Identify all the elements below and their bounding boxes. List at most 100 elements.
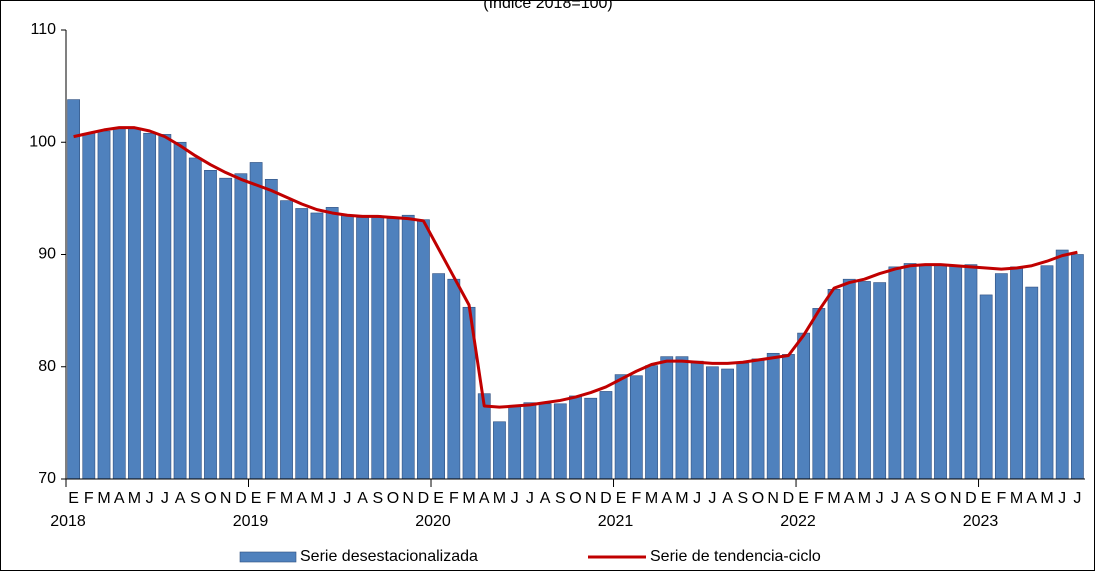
bar <box>873 282 887 480</box>
bar <box>295 208 309 480</box>
bar <box>310 212 324 480</box>
bar <box>82 132 96 480</box>
bar <box>797 332 811 480</box>
x-tick-label: A <box>479 490 490 507</box>
bar <box>660 356 674 480</box>
bar <box>188 157 202 480</box>
x-tick-label: F <box>84 490 94 507</box>
bar <box>401 214 415 480</box>
x-tick-label: E <box>68 490 79 507</box>
bar <box>523 402 537 480</box>
x-tick-label: F <box>814 490 824 507</box>
bar <box>1055 249 1069 480</box>
bar <box>249 162 263 480</box>
x-tick-label: M <box>97 490 110 507</box>
x-tick-label: F <box>996 490 1006 507</box>
bar <box>766 352 780 480</box>
x-tick-label: M <box>280 490 293 507</box>
bar <box>356 217 369 480</box>
x-tick-label: O <box>569 490 581 507</box>
bar <box>614 374 628 480</box>
bar <box>903 263 917 480</box>
bar <box>219 177 233 480</box>
x-tick-label: A <box>844 490 855 507</box>
bar <box>538 403 552 480</box>
x-tick-label: A <box>540 490 551 507</box>
y-tick-label: 100 <box>29 133 56 150</box>
x-tick-label: O <box>934 490 946 507</box>
x-tick-label: J <box>876 490 884 507</box>
year-label: 2019 <box>233 513 269 530</box>
legend-label: Serie desestacionalizada <box>300 548 478 565</box>
bar <box>417 219 430 480</box>
bar <box>645 365 658 480</box>
bar <box>371 217 385 480</box>
bar <box>1040 265 1054 480</box>
bar <box>949 265 963 480</box>
x-tick-label: A <box>661 490 672 507</box>
x-tick-label: N <box>950 490 962 507</box>
x-tick-label: M <box>645 490 658 507</box>
bar <box>705 366 719 480</box>
bar <box>842 278 856 480</box>
x-tick-label: J <box>693 490 701 507</box>
x-tick-label: O <box>387 490 399 507</box>
bar <box>827 288 841 480</box>
x-tick-label: D <box>965 490 977 507</box>
y-tick-label: 80 <box>38 358 56 375</box>
bar <box>143 132 157 480</box>
x-tick-label: M <box>128 490 141 507</box>
x-tick-label: N <box>585 490 597 507</box>
bar <box>599 391 613 480</box>
x-tick-label: D <box>600 490 612 507</box>
y-tick-label: 70 <box>38 470 56 487</box>
bar <box>964 264 978 480</box>
x-tick-label: O <box>752 490 764 507</box>
bar <box>325 207 339 480</box>
bar <box>721 368 734 480</box>
x-tick-label: M <box>675 490 688 507</box>
bar <box>508 405 522 480</box>
bar <box>888 266 902 480</box>
x-tick-label: S <box>737 490 748 507</box>
bar <box>173 141 187 480</box>
bar <box>782 354 795 480</box>
x-tick-label: M <box>310 490 323 507</box>
bar <box>858 281 871 480</box>
x-tick-label: J <box>161 490 169 507</box>
bar <box>553 403 567 480</box>
bar <box>979 294 993 480</box>
x-tick-label: D <box>783 490 795 507</box>
bar <box>569 395 582 480</box>
x-tick-label: S <box>190 490 201 507</box>
bar <box>629 375 643 480</box>
bar <box>1010 266 1023 480</box>
bar <box>234 173 248 480</box>
x-tick-label: J <box>891 490 899 507</box>
year-label: 2023 <box>963 513 999 530</box>
year-label: 2021 <box>598 513 634 530</box>
x-tick-label: N <box>402 490 414 507</box>
bar <box>1025 286 1039 480</box>
y-tick-label: 110 <box>30 21 56 38</box>
bar <box>128 128 141 480</box>
x-tick-label: J <box>708 490 716 507</box>
bar <box>432 273 446 480</box>
bar <box>690 360 704 480</box>
bar <box>204 170 217 480</box>
x-tick-label: M <box>858 490 871 507</box>
x-tick-label: N <box>767 490 779 507</box>
bar <box>1071 254 1084 480</box>
bar <box>493 421 506 480</box>
bar <box>97 130 111 480</box>
x-tick-label: A <box>296 490 307 507</box>
bar <box>812 308 826 480</box>
x-tick-label: F <box>449 490 459 507</box>
x-tick-label: J <box>1073 490 1081 507</box>
y-tick-label: 90 <box>38 246 56 263</box>
x-tick-label: M <box>462 490 475 507</box>
x-tick-label: J <box>343 490 351 507</box>
legend-swatch <box>239 551 297 563</box>
x-tick-label: E <box>616 490 627 507</box>
bar <box>918 265 932 480</box>
